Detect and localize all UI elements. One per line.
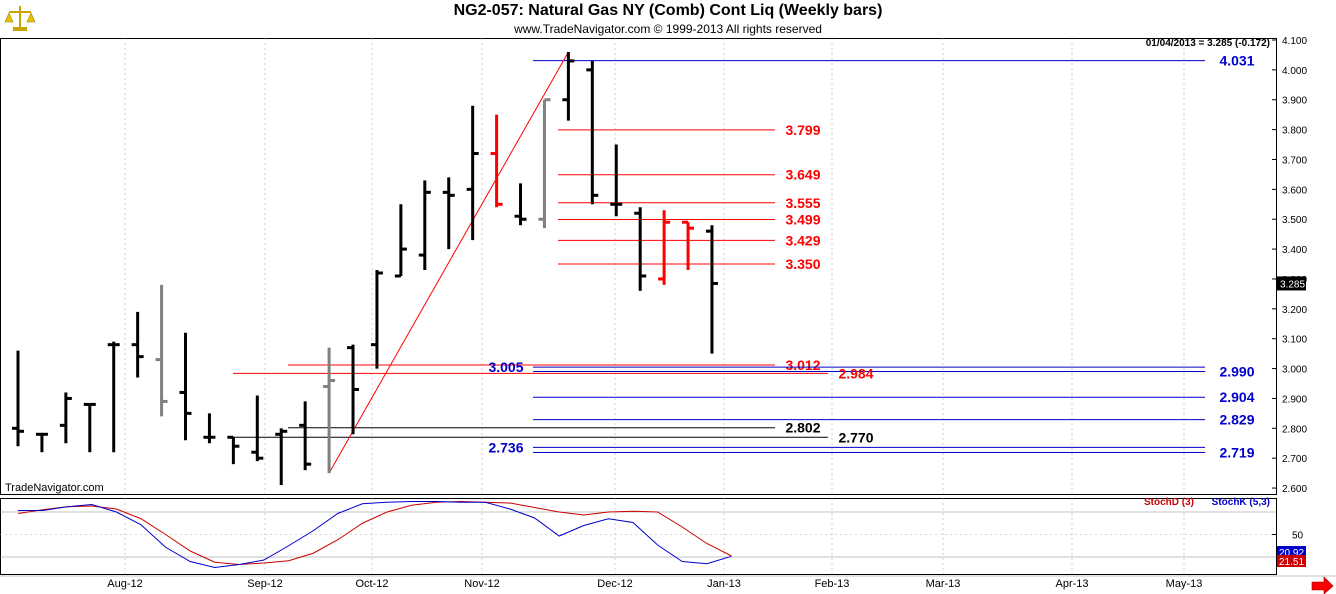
- ohlc-bar: [442, 177, 455, 250]
- chart-header: NG2-057: Natural Gas NY (Comb) Cont Liq …: [0, 0, 1336, 38]
- level-label: 3.499: [785, 212, 820, 228]
- ohlc-bar: [490, 114, 503, 208]
- y-tick-label: 3.800: [1282, 126, 1307, 137]
- level-label: 2.829: [1219, 412, 1254, 428]
- y-tick-label: 4.000: [1282, 66, 1307, 77]
- ohlc-bar: [12, 350, 24, 447]
- price-panel-frame: [0, 38, 1277, 495]
- ohlc-bar: [275, 428, 288, 486]
- level-label: 3.012: [785, 357, 820, 373]
- ohlc-bar: [634, 207, 647, 291]
- level-label: 3.799: [785, 122, 820, 138]
- x-tick-label: Mar-13: [926, 578, 961, 590]
- ohlc-bar: [658, 210, 671, 285]
- x-tick-label: Feb-13: [815, 578, 850, 590]
- y-tick-label: 3.700: [1282, 155, 1307, 166]
- ohlc-bar: [155, 284, 168, 417]
- ohlc-bar: [59, 392, 72, 444]
- ohlc-bar: [323, 347, 336, 474]
- ohlc-bar: [35, 432, 48, 453]
- ohlc-bar: [227, 435, 240, 465]
- stochastic-panel-frame: [0, 498, 1277, 575]
- chart-title: NG2-057: Natural Gas NY (Comb) Cont Liq …: [453, 2, 883, 19]
- stochd-value-tag: [1277, 555, 1306, 567]
- ohlc-bar: [203, 413, 216, 444]
- ohlc-bar: [562, 51, 575, 121]
- y-tick-label: 2.900: [1282, 394, 1307, 405]
- level-label: 3.005: [488, 359, 523, 375]
- level-label: 2.736: [488, 439, 523, 455]
- x-tick-label: Dec-12: [597, 578, 632, 590]
- ohlc-bar: [299, 401, 312, 471]
- level-label: 3.649: [785, 167, 820, 183]
- stoch-y-tick-label: 50: [1292, 531, 1304, 542]
- y-tick-label: 2.600: [1282, 484, 1307, 495]
- stochd-line: [17, 500, 732, 566]
- trend-line: [328, 51, 569, 474]
- ohlc-bar: [131, 311, 144, 378]
- ohlc-bar: [610, 144, 623, 217]
- level-label: 3.350: [785, 256, 820, 272]
- x-tick-label: Apr-13: [1055, 578, 1088, 590]
- y-tick-label: 3.200: [1282, 305, 1307, 316]
- ohlc-bar: [347, 344, 360, 435]
- x-tick-label: Nov-12: [464, 578, 499, 590]
- stochk-value-label: 20.92: [1279, 548, 1304, 559]
- ohlc-bar: [586, 60, 599, 205]
- x-axis: Aug-12 Sep-12 Oct-12 Nov-12 Dec-12 Jan-13 Feb-…: [107, 578, 1202, 590]
- ohlc-bar: [538, 98, 551, 229]
- y-tick-label: 3.500: [1282, 215, 1307, 226]
- level-label: 4.031: [1219, 53, 1254, 69]
- level-label: 2.770: [838, 429, 873, 445]
- x-tick-label: Jan-13: [707, 578, 741, 590]
- y-tick-label: 2.800: [1282, 424, 1307, 435]
- ohlc-bar: [179, 332, 192, 441]
- level-label: 3.429: [785, 232, 820, 248]
- chart-subtitle: www.TradeNavigator.com © 1999-2013 All r…: [514, 22, 822, 36]
- y-tick-label: 3.900: [1282, 96, 1307, 107]
- price-panel: 4.100 4.000 3.900 3.800 3.700 3.600 3.500 3.400…: [12, 36, 1307, 495]
- stochk-line: [18, 501, 732, 569]
- last-price-tag: [1277, 276, 1306, 291]
- last-quote-label: 01/04/2013 = 3.285 (-0.172): [1146, 38, 1270, 49]
- legend-stochk: StochK (5,3): [1212, 497, 1270, 508]
- y-tick-label: 3.400: [1282, 245, 1307, 256]
- legend-stochd: StochD (3): [1144, 497, 1194, 508]
- level-label: 3.555: [785, 195, 820, 211]
- scroll-right-arrow-icon[interactable]: [1311, 576, 1334, 594]
- y-tick-label: 4.100: [1282, 36, 1307, 47]
- y-tick-label: 3.100: [1282, 335, 1307, 346]
- level-label: 2.904: [1219, 389, 1254, 405]
- level-label: 2.802: [785, 420, 820, 436]
- grid: [0, 38, 1336, 577]
- ohlc-bar: [83, 402, 96, 453]
- ohlc-bar: [705, 225, 718, 354]
- x-tick-label: Sep-12: [247, 578, 282, 590]
- ohlc-bar: [466, 105, 479, 241]
- x-tick-label: Aug-12: [107, 578, 142, 590]
- stochd-value-label: 21.51: [1279, 557, 1304, 568]
- ohlc-bar: [107, 341, 120, 453]
- ohlc-bar: [418, 180, 431, 270]
- level-label: 2.719: [1219, 445, 1254, 461]
- y-tick-label: 2.700: [1282, 454, 1307, 465]
- x-tick-label: Oct-12: [355, 578, 388, 590]
- ohlc-bar: [682, 220, 695, 270]
- x-tick-label: May-13: [1166, 578, 1203, 590]
- trade-navigator-logo-icon: [4, 2, 36, 34]
- y-tick-label: 3.600: [1282, 185, 1307, 196]
- last-price-tag-label: 3.285: [1280, 279, 1305, 290]
- ohlc-bar: [251, 395, 264, 462]
- ohlc-bar: [394, 204, 407, 278]
- level-label: 2.984: [838, 365, 873, 381]
- ohlc-bar: [514, 183, 527, 226]
- level-label: 2.990: [1219, 364, 1254, 380]
- ohlc-bar: [370, 269, 383, 369]
- watermark: TradeNavigator.com: [5, 482, 104, 494]
- y-tick-label: 3.000: [1282, 365, 1307, 376]
